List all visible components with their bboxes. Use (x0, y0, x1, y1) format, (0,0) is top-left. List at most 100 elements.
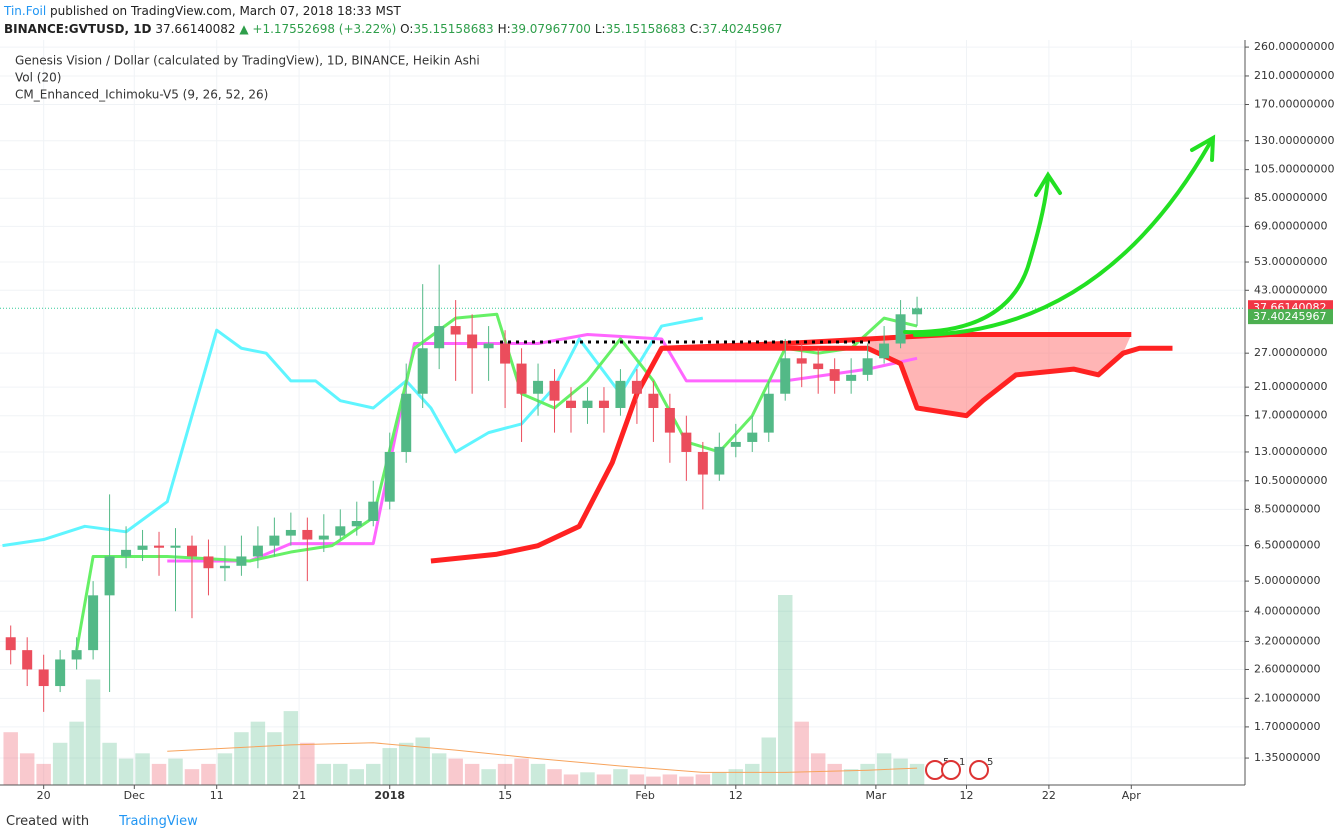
volume-bar (382, 748, 397, 785)
volume-bar (300, 742, 315, 785)
volume-bar (679, 776, 694, 785)
candle-body (516, 363, 527, 394)
volume-bar (431, 753, 447, 785)
x-tick-label: Dec (124, 789, 145, 802)
y-tick-label: 2.10000000 (1254, 691, 1320, 704)
price-label-box (1248, 309, 1333, 325)
volume-bar (596, 774, 612, 785)
candle-body (780, 358, 791, 394)
volume-bar (827, 763, 842, 785)
volume-bar (333, 763, 348, 785)
volume-bar (909, 763, 925, 785)
chart-title: Genesis Vision / Dollar (calculated by T… (15, 54, 480, 68)
candle-body (38, 669, 49, 687)
volume-bar (349, 769, 365, 785)
volume-bar (19, 753, 35, 785)
volume-bar (646, 776, 661, 785)
y-tick-label: 6.50000000 (1254, 539, 1320, 552)
y-tick-label: 85.00000000 (1254, 191, 1327, 204)
candle-body (55, 659, 66, 687)
event-icon (941, 760, 961, 780)
candle-body (351, 521, 362, 527)
volume-bar (530, 763, 546, 785)
brand[interactable]: TradingView (119, 814, 198, 829)
volume-bar (777, 595, 793, 785)
y-tick-label: 130.00000000 (1254, 134, 1334, 147)
event-icon (969, 760, 989, 780)
arrows (903, 134, 1216, 337)
candle-body (631, 380, 642, 394)
indicator-line (167, 333, 918, 563)
ohlc-value: 35.15158683 (413, 22, 494, 36)
volume-bar (102, 742, 117, 785)
y-tick-label: 3.20000000 (1254, 634, 1320, 647)
arrow (913, 141, 1212, 337)
volume-bar (217, 753, 233, 785)
candle-body (104, 556, 115, 596)
last: 37.66140082 (155, 22, 236, 36)
volume-bar (794, 721, 809, 785)
indicator-line (661, 345, 1173, 419)
volume-bar (36, 763, 51, 785)
y-tick-label: 260.00000000 (1254, 40, 1334, 53)
volume-bar (728, 769, 744, 785)
indicator-line (2, 316, 704, 548)
candle-body (598, 400, 609, 408)
volume-bar (662, 774, 678, 785)
volume-bar (563, 774, 579, 785)
candle-body (252, 545, 263, 557)
volume-bar (497, 763, 513, 785)
candle-body (121, 549, 132, 557)
candle-body (467, 334, 478, 349)
candle-body (236, 556, 247, 566)
volume-bar (629, 774, 645, 785)
candle-body (747, 432, 758, 442)
symbol: BINANCE:GVTUSD, 1D (4, 22, 152, 36)
volume-bar (415, 737, 430, 785)
y-tick-label: 5.00000000 (1254, 574, 1320, 587)
volume-bar (398, 742, 414, 785)
candle-body (417, 348, 428, 394)
y-tick-label: 2.60000000 (1254, 662, 1320, 675)
candle-body (170, 545, 181, 548)
volume-bar (69, 721, 84, 785)
volume-bar (267, 732, 282, 785)
arrow-head (1034, 171, 1062, 197)
candle-body (318, 535, 329, 540)
candle-body (401, 393, 412, 452)
candle-body (582, 400, 593, 408)
volume-bar (135, 753, 150, 785)
candle-body (368, 501, 379, 522)
x-tick-label: Feb (635, 789, 654, 802)
candle-body (912, 308, 923, 315)
candle-body (434, 326, 445, 349)
volume-bar (580, 772, 595, 785)
candle-body (664, 407, 675, 433)
candle-body (219, 565, 230, 569)
volume-bar (3, 732, 18, 785)
candle-body (615, 380, 626, 408)
publish-line: Tin.Foil published on TradingView.com, M… (4, 2, 786, 20)
change: ▲ +1.17552698 (+3.22%) (239, 22, 397, 36)
ohlc-value: 37.40245967 (702, 22, 783, 36)
volume-bar (283, 711, 299, 785)
candle-body (566, 400, 577, 408)
ohlc-label: O: (400, 22, 414, 36)
candle-body (154, 545, 165, 548)
volume-bar (151, 763, 167, 785)
x-tick-label: 21 (292, 789, 306, 802)
y-tick-label: 21.00000000 (1254, 380, 1327, 393)
author[interactable]: Tin.Foil (4, 4, 47, 18)
ohlc-value: 39.07967700 (510, 22, 591, 36)
quote-line: BINANCE:GVTUSD, 1D 37.66140082 ▲ +1.1755… (4, 20, 786, 38)
event-count: 5 (987, 757, 993, 768)
volume-bar (366, 763, 381, 785)
volume-bar (514, 758, 529, 785)
volume-bar (712, 772, 727, 785)
published: published on TradingView.com, March 07, … (50, 4, 401, 18)
y-tick-label: 1.35000000 (1254, 751, 1320, 764)
y-tick-label: 105.00000000 (1254, 163, 1334, 176)
x-tick-label: Mar (865, 789, 886, 802)
arrow (903, 176, 1050, 335)
arrow-head (1190, 134, 1216, 162)
